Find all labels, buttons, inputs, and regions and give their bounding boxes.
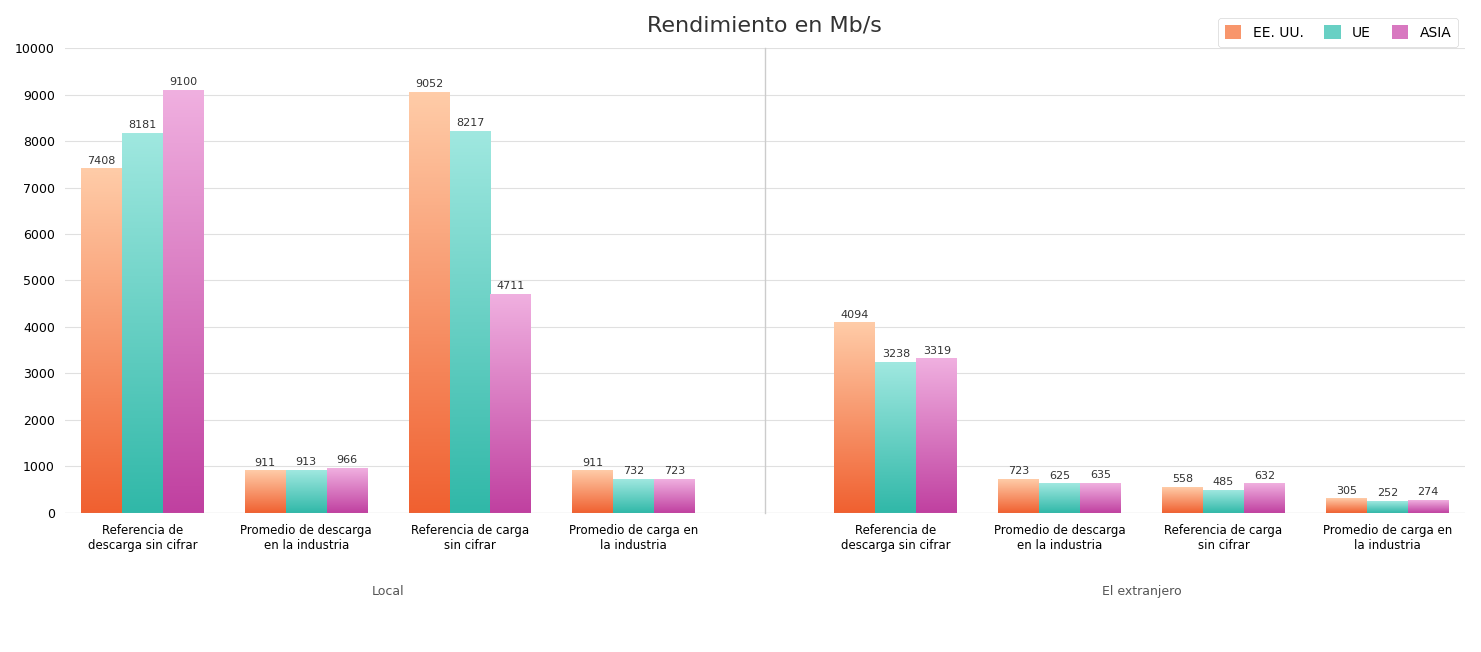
Text: 4094: 4094: [841, 310, 869, 319]
Text: 9052: 9052: [415, 80, 443, 89]
Legend: EE. UU., UE, ASIA: EE. UU., UE, ASIA: [1217, 18, 1459, 47]
Text: 635: 635: [1090, 470, 1111, 481]
Text: 252: 252: [1377, 488, 1398, 498]
Text: 911: 911: [255, 458, 275, 467]
Text: 7408: 7408: [87, 156, 116, 166]
Text: 485: 485: [1213, 477, 1234, 487]
Text: 913: 913: [296, 458, 317, 467]
Text: 723: 723: [1009, 466, 1029, 477]
Text: 8217: 8217: [456, 118, 484, 128]
Text: El extranjero: El extranjero: [1102, 585, 1182, 598]
Text: 966: 966: [336, 455, 358, 465]
Text: 558: 558: [1171, 474, 1194, 484]
Text: 632: 632: [1254, 471, 1275, 481]
Text: 911: 911: [582, 458, 603, 467]
Text: 732: 732: [624, 466, 644, 476]
Text: 305: 305: [1336, 486, 1357, 496]
Title: Rendimiento en Mb/s: Rendimiento en Mb/s: [647, 16, 883, 36]
Text: 9100: 9100: [169, 77, 197, 87]
Text: 274: 274: [1417, 487, 1440, 497]
Text: 625: 625: [1049, 471, 1071, 481]
Text: 8181: 8181: [129, 120, 157, 130]
Text: Local: Local: [372, 585, 404, 598]
Text: 3319: 3319: [923, 346, 951, 356]
Text: 4711: 4711: [496, 281, 526, 291]
Text: 3238: 3238: [881, 349, 909, 359]
Text: 723: 723: [663, 466, 686, 477]
